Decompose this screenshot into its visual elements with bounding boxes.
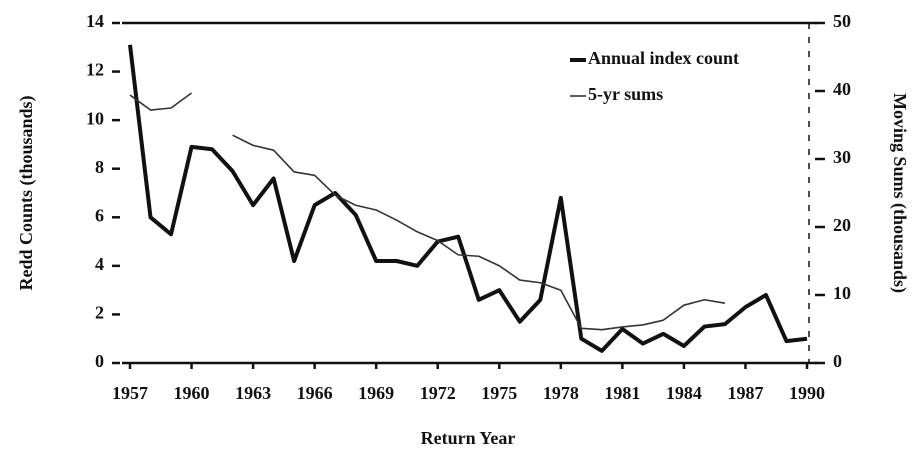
y-tick-label: 14 (86, 11, 104, 31)
y-tick-label: 10 (86, 108, 104, 128)
x-tick-label: 1975 (481, 383, 517, 403)
y-tick-label: 4 (95, 254, 104, 274)
y2-tick-label: 20 (833, 215, 851, 235)
x-tick-label: 1984 (666, 383, 702, 403)
x-tick-label: 1972 (420, 383, 456, 403)
x-tick-label: 1990 (789, 383, 825, 403)
y-tick-label: 0 (95, 351, 104, 371)
y2-axis-label: Moving Sums (thousands) (889, 93, 910, 293)
x-tick-label: 1978 (543, 383, 579, 403)
legend-label: 5-yr sums (588, 84, 663, 104)
x-tick-label: 1963 (235, 383, 271, 403)
x-tick-label: 1969 (358, 383, 394, 403)
y2-tick-label: 0 (833, 351, 842, 371)
y2-tick-label: 10 (833, 283, 851, 303)
series-line (128, 44, 808, 353)
x-axis-label: Return Year (421, 428, 516, 448)
x-tick-label: 1960 (174, 383, 210, 403)
y-tick-label: 6 (95, 205, 104, 225)
x-tick-label: 1987 (727, 383, 763, 403)
series-line (129, 92, 726, 331)
y-tick-label: 8 (95, 157, 104, 177)
y-axis-label: Redd Counts (thousands) (16, 95, 37, 290)
y2-tick-label: 30 (833, 147, 851, 167)
y-tick-label: 2 (95, 303, 104, 323)
x-tick-label: 1957 (112, 383, 148, 403)
y-tick-label: 12 (86, 60, 104, 80)
x-tick-label: 1966 (297, 383, 333, 403)
y2-tick-label: 40 (833, 79, 851, 99)
legend-label: Annual index count (588, 48, 739, 68)
y2-tick-label: 50 (833, 11, 851, 31)
x-tick-label: 1981 (604, 383, 640, 403)
